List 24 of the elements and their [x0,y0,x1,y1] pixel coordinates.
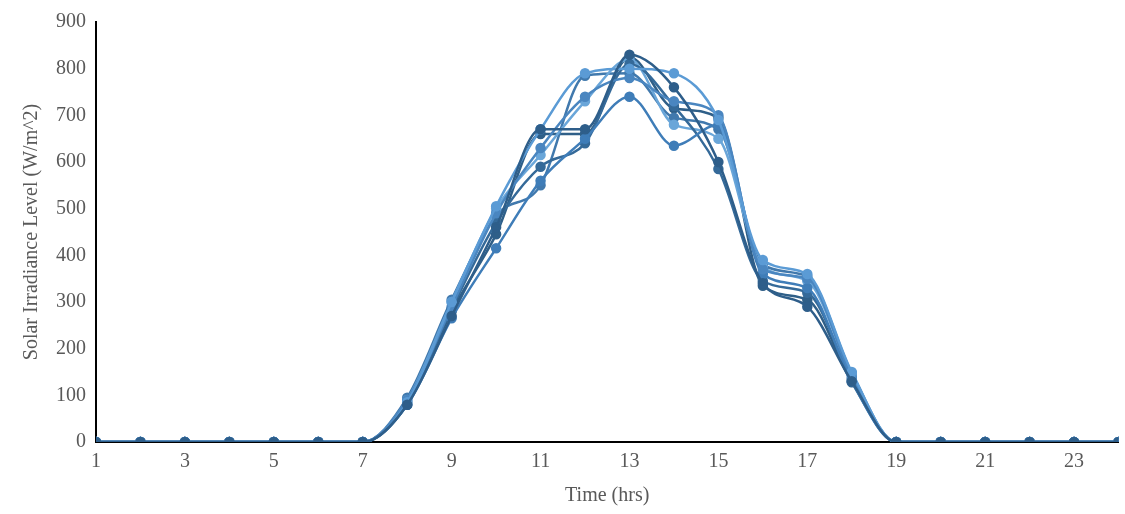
y-tick-label: 0 [76,429,86,452]
y-tick-label: 100 [56,382,86,405]
y-tick-label: 800 [56,55,86,78]
y-axis-title: Solar Irradiance Level (W/m^2) [19,103,43,361]
x-axis-title: Time (hrs) [565,483,650,507]
x-tick-label: 23 [1064,449,1085,472]
x-tick-label: 7 [357,449,368,472]
x-tick-label: 9 [446,449,457,472]
x-tick-label: 19 [886,449,907,472]
x-tick-label: 3 [179,449,190,472]
x-tick-label: 11 [530,449,551,472]
x-tick-label: 5 [268,449,279,472]
x-tick-label: 1 [91,449,101,472]
y-tick-label: 900 [56,9,86,32]
y-tick-label: 300 [56,289,86,312]
y-tick-label: 200 [56,335,86,358]
x-tick-label: 21 [975,449,996,472]
x-tick-label: 15 [708,449,729,472]
x-tick-label: 13 [619,449,640,472]
y-tick-label: 600 [56,149,86,172]
y-tick-label: 700 [56,102,86,125]
y-tick-label: 500 [56,195,86,218]
x-tick-label: 17 [797,449,818,472]
y-tick-label: 400 [56,242,86,265]
